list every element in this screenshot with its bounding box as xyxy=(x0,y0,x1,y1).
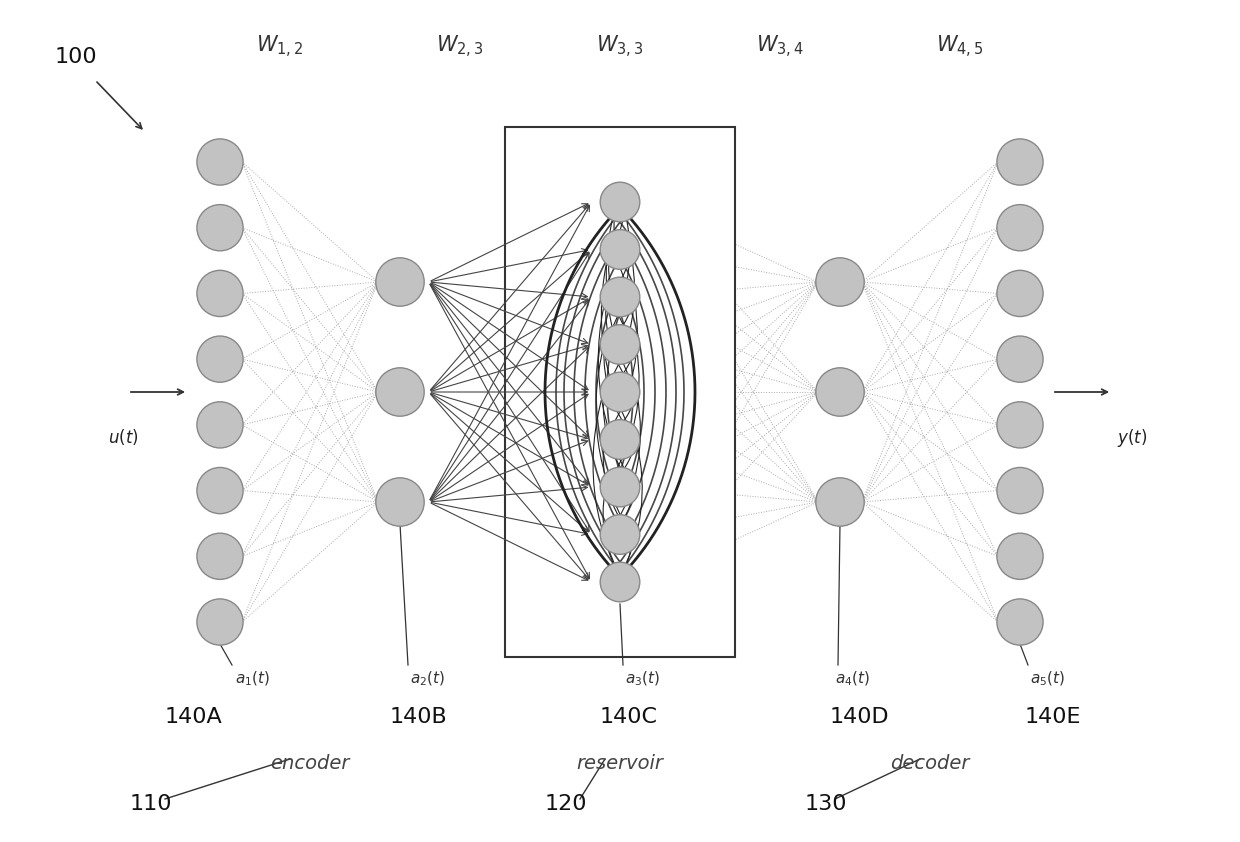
Circle shape xyxy=(600,277,640,317)
Text: encoder: encoder xyxy=(270,754,350,773)
Text: $W_{4,5}$: $W_{4,5}$ xyxy=(936,34,983,60)
Circle shape xyxy=(376,477,424,526)
Circle shape xyxy=(997,599,1043,645)
Circle shape xyxy=(997,533,1043,579)
Bar xyxy=(505,127,735,657)
Circle shape xyxy=(600,372,640,412)
Text: $W_{1,2}$: $W_{1,2}$ xyxy=(257,34,304,60)
Text: $a_2(t)$: $a_2(t)$ xyxy=(410,670,445,689)
Circle shape xyxy=(600,514,640,554)
Text: 100: 100 xyxy=(55,47,98,67)
Circle shape xyxy=(600,467,640,507)
Text: 140D: 140D xyxy=(830,707,889,727)
Circle shape xyxy=(997,467,1043,514)
Circle shape xyxy=(600,325,640,365)
Circle shape xyxy=(997,402,1043,448)
Text: 140B: 140B xyxy=(391,707,448,727)
Text: $a_1(t)$: $a_1(t)$ xyxy=(236,670,270,689)
Circle shape xyxy=(997,139,1043,185)
Text: $y(t)$: $y(t)$ xyxy=(1117,427,1147,449)
Circle shape xyxy=(376,368,424,416)
Circle shape xyxy=(816,258,864,306)
Text: 130: 130 xyxy=(805,794,847,814)
Text: 140A: 140A xyxy=(165,707,223,727)
Circle shape xyxy=(197,533,243,579)
Circle shape xyxy=(816,477,864,526)
Circle shape xyxy=(997,205,1043,251)
Circle shape xyxy=(197,336,243,382)
Text: reservoir: reservoir xyxy=(577,754,663,773)
Circle shape xyxy=(376,258,424,306)
Circle shape xyxy=(816,368,864,416)
Circle shape xyxy=(600,562,640,602)
Circle shape xyxy=(600,230,640,269)
Circle shape xyxy=(197,467,243,514)
Text: $W_{2,3}$: $W_{2,3}$ xyxy=(436,34,484,60)
Text: 140C: 140C xyxy=(600,707,658,727)
Text: $a_5(t)$: $a_5(t)$ xyxy=(1030,670,1065,689)
Circle shape xyxy=(197,270,243,317)
Circle shape xyxy=(197,402,243,448)
Text: $W_{3,3}$: $W_{3,3}$ xyxy=(596,34,644,60)
Text: decoder: decoder xyxy=(890,754,970,773)
Text: 140E: 140E xyxy=(1025,707,1081,727)
Circle shape xyxy=(997,336,1043,382)
Circle shape xyxy=(600,182,640,221)
Text: 120: 120 xyxy=(546,794,588,814)
Text: $a_4(t)$: $a_4(t)$ xyxy=(835,670,870,689)
Text: $u(t)$: $u(t)$ xyxy=(108,427,139,447)
Text: $W_{3,4}$: $W_{3,4}$ xyxy=(756,34,804,60)
Text: $a_3(t)$: $a_3(t)$ xyxy=(625,670,660,689)
Circle shape xyxy=(600,419,640,459)
Circle shape xyxy=(197,139,243,185)
Circle shape xyxy=(197,599,243,645)
Text: 110: 110 xyxy=(130,794,172,814)
Circle shape xyxy=(197,205,243,251)
Circle shape xyxy=(997,270,1043,317)
